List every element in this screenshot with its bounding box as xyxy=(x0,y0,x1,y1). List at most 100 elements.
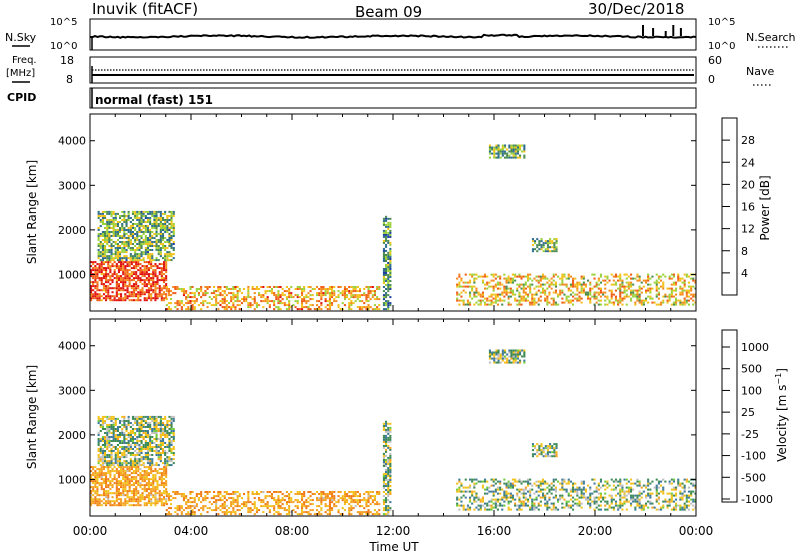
power-cell xyxy=(550,297,553,300)
velocity-cell xyxy=(298,493,301,495)
power-cell xyxy=(146,219,149,221)
power-cell xyxy=(159,217,162,219)
velocity-cell xyxy=(382,461,385,463)
velocity-cell xyxy=(121,446,124,448)
power-cell xyxy=(247,292,250,295)
velocity-cell xyxy=(232,507,235,510)
power-cell xyxy=(567,277,570,280)
velocity-cell xyxy=(130,492,133,495)
power-cell xyxy=(164,223,167,225)
velocity-cell xyxy=(149,424,152,426)
power-cell xyxy=(204,300,207,303)
power-cell xyxy=(574,283,577,286)
power-cell xyxy=(124,293,127,296)
power-cell xyxy=(151,241,154,243)
power-cell xyxy=(343,304,346,307)
velocity-cell xyxy=(206,497,209,500)
power-cell xyxy=(277,290,280,293)
power-cell xyxy=(168,210,171,213)
power-cell xyxy=(565,299,568,302)
velocity-cell xyxy=(277,499,280,502)
velocity-cell xyxy=(147,498,150,501)
velocity-cell xyxy=(153,422,156,424)
power-cell xyxy=(385,304,388,307)
velocity-cell xyxy=(253,497,256,500)
power-cell xyxy=(155,212,158,215)
velocity-cell xyxy=(164,428,167,430)
velocity-cell xyxy=(166,434,169,436)
power-cell xyxy=(149,239,152,241)
velocity-cell xyxy=(151,446,154,448)
power-cell xyxy=(481,291,484,294)
power-cell xyxy=(554,285,557,288)
power-cell xyxy=(140,251,143,254)
velocity-cell xyxy=(509,486,512,489)
power-cell xyxy=(494,297,497,300)
velocity-cell xyxy=(378,493,381,495)
velocity-cell xyxy=(527,500,530,503)
power-cell xyxy=(221,300,224,303)
velocity-cell xyxy=(371,513,374,516)
velocity-cell xyxy=(119,420,122,422)
velocity-cell xyxy=(123,415,126,418)
power-cell xyxy=(258,304,261,307)
power-cell xyxy=(90,285,93,288)
power-cell xyxy=(473,303,476,306)
power-cell xyxy=(253,296,256,299)
velocity-cell xyxy=(389,475,392,477)
power-cell xyxy=(593,277,596,280)
power-cell xyxy=(647,277,650,280)
velocity-cell xyxy=(164,458,167,461)
power-cell xyxy=(130,267,133,270)
power-cell xyxy=(245,296,248,299)
power-cell xyxy=(569,275,572,278)
power-cell xyxy=(640,287,643,290)
power-cell xyxy=(232,306,235,309)
power-cell xyxy=(255,304,258,307)
power-cell xyxy=(516,299,519,302)
velocity-cell xyxy=(165,472,168,475)
power-cell xyxy=(215,296,218,299)
velocity-cell xyxy=(127,424,130,426)
velocity-cell xyxy=(490,504,493,507)
power-cell xyxy=(486,303,489,306)
velocity-cell xyxy=(341,499,344,502)
power-cell xyxy=(623,297,626,300)
velocity-cell xyxy=(376,511,379,514)
power-cell xyxy=(653,301,656,304)
velocity-cell xyxy=(385,422,388,425)
velocity-cell xyxy=(122,484,125,487)
power-cell xyxy=(143,267,146,270)
velocity-cell xyxy=(136,440,139,442)
velocity-cell xyxy=(127,434,130,436)
power-cell xyxy=(236,290,239,293)
velocity-cell xyxy=(542,478,545,481)
velocity-cell xyxy=(309,491,312,493)
power-cell xyxy=(99,245,102,247)
power-cell xyxy=(215,300,218,303)
power-cell xyxy=(96,271,99,274)
velocity-cell xyxy=(120,494,123,497)
velocity-cell xyxy=(94,466,97,469)
power-cell xyxy=(130,299,133,302)
velocity-cell xyxy=(309,513,312,516)
velocity-cell xyxy=(112,450,115,452)
velocity-cell xyxy=(382,473,385,475)
velocity-cell xyxy=(117,502,120,505)
velocity-cell xyxy=(303,493,306,495)
power-cell xyxy=(326,300,329,303)
velocity-cell xyxy=(160,504,163,507)
power-cell xyxy=(649,297,652,300)
power-cell xyxy=(247,294,250,297)
power-cell xyxy=(112,257,115,260)
velocity-cell xyxy=(106,460,109,463)
velocity-cell xyxy=(109,504,112,507)
power-cell xyxy=(376,298,379,301)
velocity-cell xyxy=(490,490,493,493)
power-cell xyxy=(389,268,392,270)
power-cell xyxy=(389,286,392,288)
power-cell xyxy=(685,273,688,276)
power-cell xyxy=(324,290,327,293)
power-cell xyxy=(335,296,338,299)
velocity-cell xyxy=(109,502,112,505)
